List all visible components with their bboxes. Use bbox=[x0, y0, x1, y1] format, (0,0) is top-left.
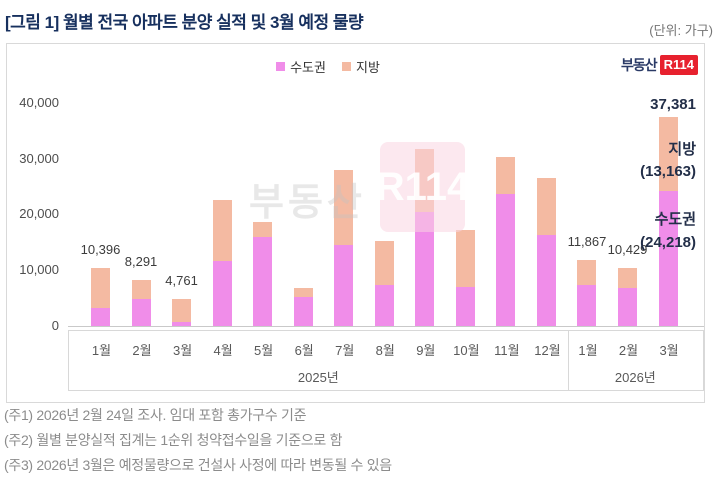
x-group-divider bbox=[567, 331, 569, 390]
y-tick-label: 0 bbox=[51, 318, 59, 333]
annotation-sudogwon-label: 수도권 bbox=[654, 211, 696, 228]
bar-segment-jibang bbox=[374, 240, 394, 286]
bar-segment-jibang bbox=[536, 177, 556, 236]
bar-segment-jibang bbox=[212, 199, 232, 262]
bar-total-label: 10,429 bbox=[607, 241, 648, 257]
legend-label-sudogwon: 수도권 bbox=[290, 60, 326, 75]
bar-segment-jibang bbox=[293, 288, 313, 297]
y-tick-label: 20,000 bbox=[19, 206, 59, 222]
x-group-year: 2026년 bbox=[614, 370, 656, 385]
footnote-line: (주2) 월별 분양실적 집계는 1순위 청약접수일을 기준으로 함 bbox=[4, 432, 343, 448]
bar-segment-sudogwon bbox=[131, 298, 151, 326]
bar-segment-sudogwon bbox=[334, 245, 354, 326]
x-tick-month: 9월 bbox=[416, 343, 436, 358]
bar-segment-sudogwon bbox=[91, 308, 110, 326]
bar-segment-jibang bbox=[658, 117, 678, 191]
y-tick-label: 10,000 bbox=[19, 262, 59, 278]
legend-label-jibang: 지방 bbox=[355, 60, 380, 75]
bar-segment-sudogwon bbox=[374, 285, 394, 326]
brand-badge-icon: R114 bbox=[659, 55, 698, 75]
y-tick-label: 30,000 bbox=[19, 150, 59, 166]
x-tick-month: 4월 bbox=[213, 343, 233, 358]
legend: 수도권 지방 bbox=[7, 57, 649, 76]
footnotes: (주1) 2026년 2월 24일 조사. 임대 포함 총가구수 기준 (주2) … bbox=[4, 403, 392, 477]
bar-segment-sudogwon bbox=[536, 235, 556, 326]
bar-segment-jibang bbox=[415, 148, 435, 212]
bar-total-label: 11,867 bbox=[567, 233, 607, 249]
brand-name: 부동산 bbox=[620, 57, 658, 73]
bar-segment-sudogwon bbox=[415, 211, 435, 326]
bar-segment-sudogwon bbox=[293, 296, 313, 326]
x-tick-month: 3월 bbox=[659, 343, 679, 358]
annotation-jibang-label: 지방 bbox=[668, 141, 696, 158]
annotation-total-march: 37,381 bbox=[650, 96, 696, 113]
x-tick-month: 7월 bbox=[335, 343, 355, 358]
x-tick-month: 2월 bbox=[132, 343, 152, 358]
x-tick-month: 6월 bbox=[294, 343, 314, 358]
bar-segment-sudogwon bbox=[172, 322, 192, 326]
x-tick-month: 8월 bbox=[375, 343, 395, 358]
x-tick-month: 11월 bbox=[494, 343, 520, 358]
bar-segment-jibang bbox=[455, 230, 475, 287]
bar-segment-sudogwon bbox=[455, 286, 475, 326]
bar-segment-sudogwon bbox=[253, 236, 273, 326]
x-axis-baseline bbox=[68, 326, 704, 327]
legend-item-sudogwon: 수도권 bbox=[276, 57, 326, 76]
x-axis-box: 1월 2월 3월 4월 5월 6월 7월 8월 9월 10월 11월 12월 2025년 1월 2월 3월 20… bbox=[68, 330, 704, 391]
annotation-sudogwon-value: (24,218) bbox=[640, 234, 696, 251]
legend-swatch-jibang-icon bbox=[341, 62, 351, 71]
figure-title: [그림 1] 월별 전국 아파트 분양 실적 및 3월 예정 물량 bbox=[5, 13, 364, 32]
bar-segment-jibang bbox=[253, 222, 273, 237]
x-tick-month: 10월 bbox=[453, 343, 480, 358]
legend-swatch-sudogwon-icon bbox=[276, 62, 286, 71]
legend-item-jibang: 지방 bbox=[341, 57, 380, 76]
x-tick-month: 3월 bbox=[172, 343, 193, 358]
annotation-jibang-value: (13,163) bbox=[640, 163, 696, 180]
bar-segment-jibang bbox=[131, 279, 151, 299]
unit-label: (단위: 가구) bbox=[649, 23, 713, 38]
x-tick-month: 1월 bbox=[578, 343, 598, 358]
x-tick-month: 2월 bbox=[618, 343, 639, 358]
bar-total-label: 10,396 bbox=[80, 241, 121, 257]
bar-segment-sudogwon bbox=[618, 288, 638, 326]
bar-segment-jibang bbox=[334, 170, 354, 246]
bar-segment-jibang bbox=[496, 157, 516, 195]
chart-panel: 수도권 지방 부동산 R114 0 10,000 20,000 30,000 40,00… bbox=[6, 43, 705, 403]
bar-segment-sudogwon bbox=[658, 190, 678, 326]
footnote-line: (주3) 2026년 3월은 예정물량으로 건설사 사정에 따라 변동될 수 있… bbox=[4, 457, 392, 473]
brand-logo: 부동산 R114 bbox=[621, 55, 698, 75]
x-tick-month: 5월 bbox=[254, 343, 274, 358]
bar-segment-sudogwon bbox=[212, 261, 232, 326]
bar-segment-jibang bbox=[577, 259, 597, 286]
bar-segment-sudogwon bbox=[577, 285, 597, 326]
bar-segment-jibang bbox=[172, 299, 192, 323]
bar-total-label: 8,291 bbox=[124, 253, 158, 269]
bar-segment-jibang bbox=[91, 267, 110, 309]
bar-segment-sudogwon bbox=[496, 194, 516, 326]
y-tick-label: 40,000 bbox=[19, 94, 59, 110]
x-group-year: 2025년 bbox=[297, 370, 339, 385]
bar-total-label: 4,761 bbox=[165, 273, 198, 289]
bar-segment-jibang bbox=[618, 267, 638, 289]
footnote-line: (주1) 2026년 2월 24일 조사. 임대 포함 총가구수 기준 bbox=[4, 407, 307, 423]
x-tick-month: 12월 bbox=[534, 343, 561, 358]
x-tick-month: 1월 bbox=[91, 343, 112, 358]
